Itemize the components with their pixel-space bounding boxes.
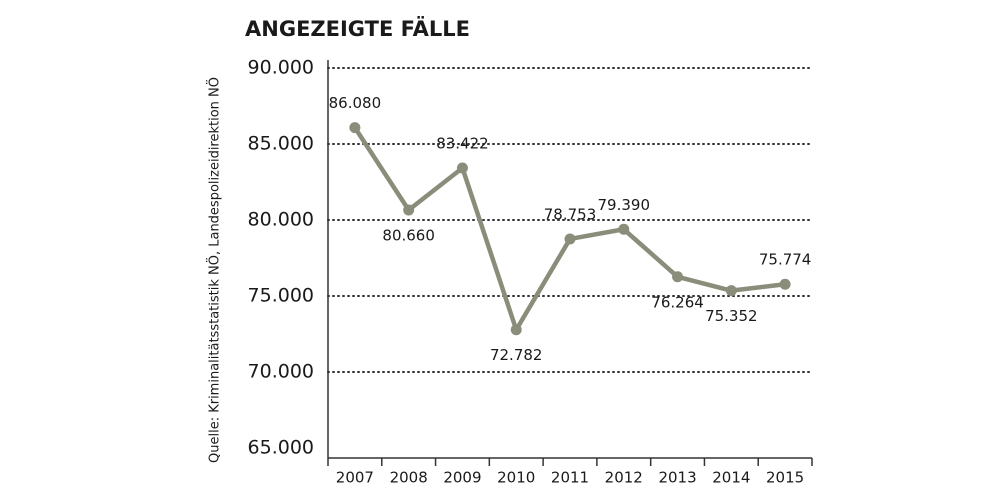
value-label: 75.774 xyxy=(759,251,812,269)
x-tick-label: 2009 xyxy=(443,469,481,487)
data-point xyxy=(403,204,415,216)
y-tick-label: 80.000 xyxy=(248,209,314,231)
y-tick-label: 85.000 xyxy=(248,133,314,155)
value-label: 80.660 xyxy=(382,226,435,244)
value-label: 75.352 xyxy=(705,307,758,325)
data-point xyxy=(725,285,737,297)
data-point xyxy=(779,278,791,290)
x-tick-label: 2007 xyxy=(336,469,374,487)
x-tick-label: 2008 xyxy=(390,469,428,487)
value-label: 78.753 xyxy=(544,205,597,223)
y-tick-label: 90.000 xyxy=(248,57,314,79)
value-label: 76.264 xyxy=(651,293,704,311)
data-point xyxy=(456,162,468,174)
y-tick-label: 65.000 xyxy=(248,437,314,459)
value-label: 72.782 xyxy=(490,346,543,364)
x-tick-label: 2010 xyxy=(497,469,535,487)
data-point xyxy=(349,122,361,134)
source-note: Quelle: Kriminalitätsstatistik NÖ, Lande… xyxy=(206,77,223,463)
y-tick-label: 75.000 xyxy=(248,285,314,307)
data-point xyxy=(510,324,522,336)
x-tick-label: 2011 xyxy=(551,469,589,487)
value-label: 83.422 xyxy=(436,134,489,152)
y-tick-label: 70.000 xyxy=(248,361,314,383)
data-point xyxy=(618,223,630,235)
x-tick-label: 2015 xyxy=(766,469,804,487)
x-tick-label: 2014 xyxy=(712,469,750,487)
chart-title: ANGEZEIGTE FÄLLE xyxy=(245,16,470,41)
x-tick-label: 2012 xyxy=(605,469,643,487)
value-label: 79.390 xyxy=(598,196,651,214)
data-point xyxy=(672,271,684,283)
value-label: 86.080 xyxy=(329,94,382,112)
x-tick-label: 2013 xyxy=(658,469,696,487)
data-point xyxy=(564,233,576,245)
